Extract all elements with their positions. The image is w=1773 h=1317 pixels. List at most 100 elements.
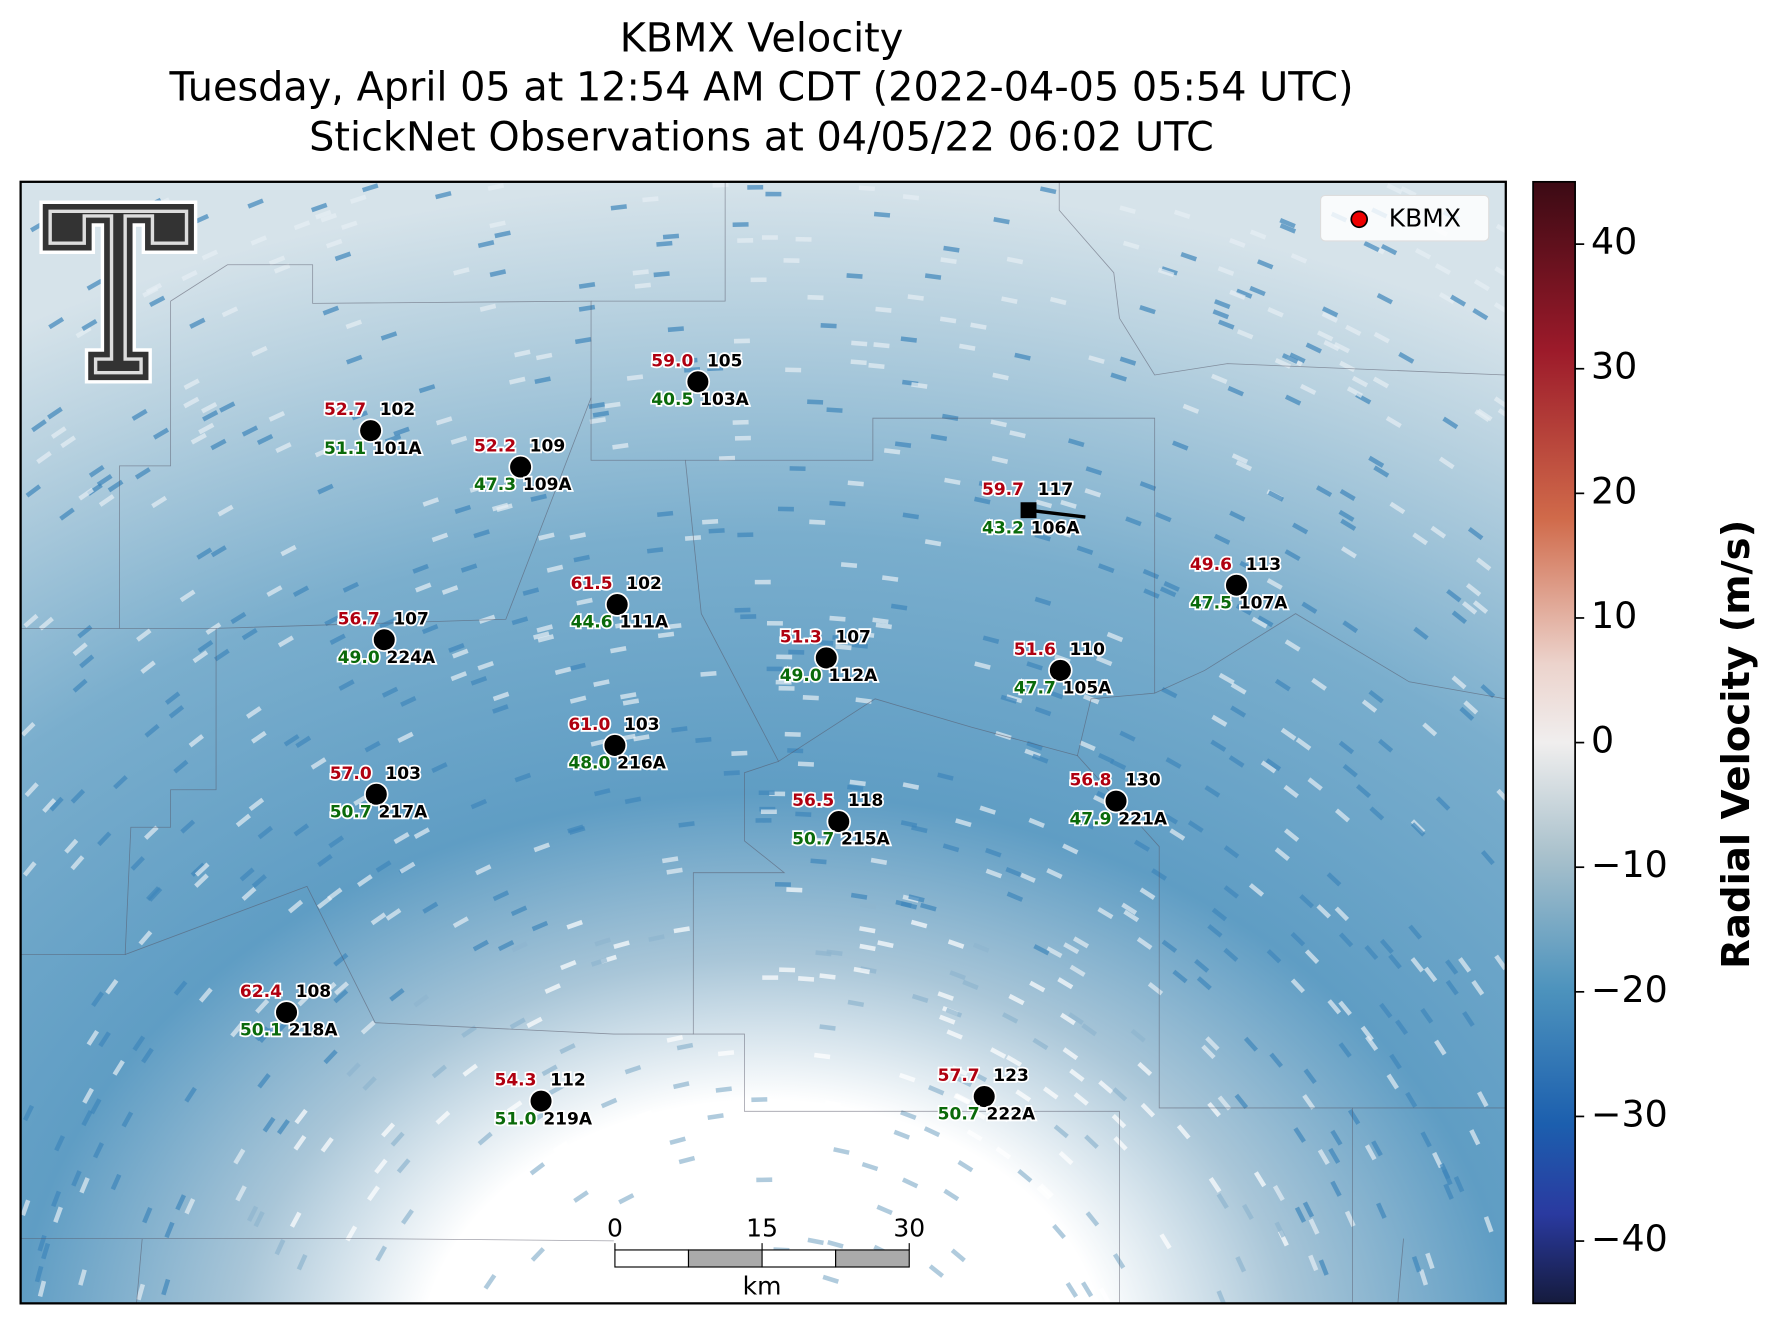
radar-streak [723, 770, 740, 776]
station-green-value: 43.2 [982, 518, 1024, 538]
radar-streak [712, 182, 729, 188]
radar-streak [531, 1110, 548, 1123]
radar-streak [944, 477, 961, 486]
radar-streak [1239, 560, 1256, 573]
radar-streak [937, 991, 954, 1001]
station-alt-id: 224A [387, 648, 437, 668]
radar-streak [374, 1158, 388, 1174]
radar-streak [1459, 706, 1475, 721]
radar-streak [214, 648, 230, 662]
radar-streak [1308, 1254, 1319, 1272]
radar-streak [173, 980, 188, 996]
radar-streak [673, 1081, 690, 1090]
radar-streak [1413, 626, 1429, 641]
radar-streak [707, 1113, 724, 1120]
radar-streak [707, 365, 724, 372]
radar-streak [202, 410, 219, 422]
radar-streak [257, 1073, 271, 1089]
radar-streak [1106, 631, 1124, 643]
radar-streak [175, 1194, 187, 1211]
radar-streak [24, 782, 39, 798]
radar-streak [310, 202, 328, 213]
radar-streak [454, 504, 472, 514]
radar-streak [604, 401, 621, 409]
radar-streak [1346, 386, 1364, 398]
radar-streak [1095, 655, 1113, 667]
radar-streak [529, 1162, 546, 1176]
radar-streak [760, 809, 777, 815]
station-alt-id: 111A [619, 613, 669, 633]
radar-streak [943, 1188, 960, 1202]
radar-streak [1376, 1202, 1387, 1219]
radar-streak [1267, 490, 1285, 502]
radar-streak [450, 671, 468, 682]
radar-streak [470, 798, 488, 810]
radar-streak [574, 337, 592, 345]
radar-streak [939, 316, 957, 324]
radar-streak [79, 1177, 90, 1194]
radar-streak [573, 1190, 589, 1203]
radar-streak [612, 442, 629, 450]
radar-streak [620, 692, 637, 700]
radar-streak [850, 359, 867, 366]
radar-streak [1364, 1144, 1377, 1161]
colorbar-tick-label: −20 [1591, 968, 1668, 1011]
radar-streak [91, 991, 104, 1008]
station-red-value: 59.0 [651, 351, 693, 371]
radar-streak [1283, 784, 1299, 799]
colorbar-ramp [1532, 180, 1576, 1305]
radar-field [20, 181, 1506, 1304]
radar-streak [334, 251, 352, 262]
radar-streak [1365, 1035, 1379, 1051]
radar-streak [942, 843, 960, 853]
radar-streak [1360, 1025, 1374, 1042]
radar-streak [1234, 1093, 1249, 1109]
radar-streak [450, 435, 468, 445]
radar-streak [902, 194, 920, 201]
radar-streak [758, 790, 775, 796]
radar-streak [1161, 687, 1178, 699]
radar-streak [448, 643, 465, 653]
station-green-value: 49.0 [338, 648, 380, 668]
radar-streak [1472, 600, 1489, 614]
radar-streak [870, 857, 888, 865]
radar-streak [908, 894, 925, 903]
radar-streak [900, 336, 917, 343]
radar-streak [1034, 706, 1052, 717]
radar-streak [1463, 700, 1479, 715]
radar-streak [37, 1280, 47, 1298]
radar-streak [59, 507, 75, 521]
radar-streak [1439, 1163, 1451, 1180]
radar-streak [1405, 1091, 1418, 1108]
radar-streak [1231, 453, 1249, 465]
radar-streak [461, 1025, 477, 1038]
radar-streak [37, 1234, 47, 1252]
radar-streak [940, 257, 957, 265]
radar-streak [38, 616, 54, 631]
radar-streak [1227, 385, 1244, 397]
radar-streak [328, 442, 345, 454]
station-marker [685, 369, 711, 395]
radar-streak [657, 1226, 674, 1238]
radar-streak [1420, 1008, 1434, 1024]
radar-streak [98, 494, 115, 507]
radar-streak [632, 269, 649, 276]
radar-streak [1002, 1012, 1019, 1024]
radar-streak [1274, 1221, 1286, 1238]
radar-streak [184, 1198, 196, 1215]
radar-streak [626, 374, 644, 381]
station-alt-id: 217A [379, 802, 429, 822]
radar-streak [514, 772, 532, 783]
radar-streak [1042, 1086, 1059, 1100]
radar-streak [810, 858, 827, 865]
subtitle: StickNet Observations at 04/05/22 06:02 … [309, 114, 1214, 160]
radar-streak [1430, 525, 1447, 539]
radar-streak [1000, 694, 1018, 704]
radar-streak [1316, 904, 1331, 919]
radar-streak [656, 240, 673, 247]
radar-streak [235, 1185, 247, 1202]
radar-streak [1194, 959, 1210, 973]
radar-streak [1356, 784, 1372, 799]
radar-streak [151, 495, 168, 509]
radar-streak [1111, 1114, 1127, 1129]
